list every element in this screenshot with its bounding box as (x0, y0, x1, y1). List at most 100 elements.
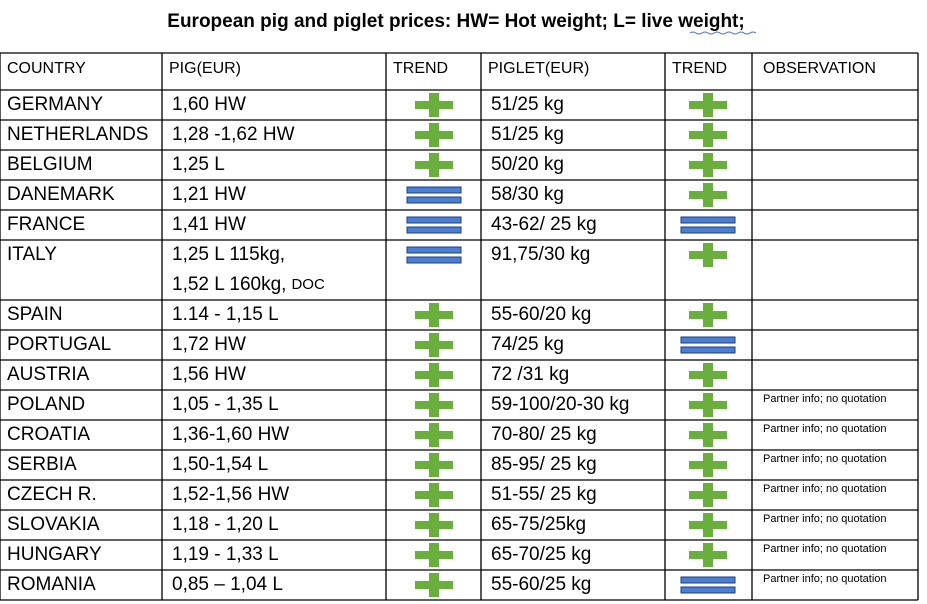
trend-up-icon (703, 453, 713, 477)
trend-equal-icon (406, 216, 462, 224)
pig-price-cell: 1,05 - 1,35 L (172, 394, 279, 415)
header-cell: OBSERVATION (763, 60, 876, 77)
trend-up-icon (429, 123, 439, 147)
trend-up-icon (703, 513, 713, 537)
trend-up-icon (703, 243, 713, 267)
pig-price-cell: 1,21 HW (172, 184, 246, 205)
trend-up-icon (429, 153, 439, 177)
piglet-price-cell: 85-95/ 25 kg (491, 454, 597, 475)
country-cell: CZECH R. (7, 484, 97, 505)
trend-equal-icon (680, 226, 736, 234)
country-cell: SLOVAKIA (7, 514, 100, 535)
trend-up-icon (429, 483, 439, 507)
pig-price-cell: 1,52 L 160kg, DOC (172, 274, 325, 295)
trend-equal-icon (406, 226, 462, 234)
trend-up-icon (703, 93, 713, 117)
trend-equal-icon (406, 256, 462, 264)
trend-up-icon (429, 423, 439, 447)
header-cell: COUNTRY (7, 60, 86, 77)
trend-up-icon (703, 393, 713, 417)
piglet-price-cell: 55-60/25 kg (491, 574, 591, 595)
pig-price-note: DOC (291, 276, 325, 293)
trend-up-icon (703, 423, 713, 447)
piglet-price-cell: 58/30 kg (491, 184, 564, 205)
piglet-price-cell: 59-100/20-30 kg (491, 394, 629, 415)
observation-cell: Partner info; no quotation (763, 393, 887, 405)
trend-up-icon (703, 303, 713, 327)
observation-cell: Partner info; no quotation (763, 423, 887, 435)
country-cell: CROATIA (7, 424, 90, 445)
country-cell: HUNGARY (7, 544, 102, 565)
trend-up-icon (429, 513, 439, 537)
observation-cell: Partner info; no quotation (763, 513, 887, 525)
trend-up-icon (429, 453, 439, 477)
piglet-price-cell: 51/25 kg (491, 124, 564, 145)
trend-equal-icon (680, 216, 736, 224)
trend-equal-icon (680, 576, 736, 584)
piglet-price-cell: 51-55/ 25 kg (491, 484, 597, 505)
trend-up-icon (703, 123, 713, 147)
piglet-price-cell: 72 /31 kg (491, 364, 569, 385)
country-cell: FRANCE (7, 214, 85, 235)
pig-price-cell: 1,25 L 115kg, (172, 244, 285, 265)
header-cell: TREND (393, 60, 448, 77)
country-cell: POLAND (7, 394, 85, 415)
trend-equal-icon (406, 246, 462, 254)
piglet-price-cell: 65-70/25 kg (491, 544, 591, 565)
observation-cell: Partner info; no quotation (763, 483, 887, 495)
country-cell: SPAIN (7, 304, 63, 325)
header-cell: TREND (672, 60, 727, 77)
piglet-price-cell: 91,75/30 kg (491, 244, 590, 265)
pig-price-cell: 1,56 HW (172, 364, 246, 385)
piglet-price-cell: 55-60/20 kg (491, 304, 591, 325)
trend-up-icon (703, 153, 713, 177)
trend-equal-icon (406, 186, 462, 194)
pig-price-cell: 1,41 HW (172, 214, 246, 235)
country-cell: NETHERLANDS (7, 124, 148, 145)
piglet-price-cell: 43-62/ 25 kg (491, 214, 597, 235)
piglet-price-cell: 70-80/ 25 kg (491, 424, 597, 445)
trend-equal-icon (680, 346, 736, 354)
pig-price-cell: 1,19 - 1,33 L (172, 544, 279, 565)
country-cell: PORTUGAL (7, 334, 111, 355)
country-cell: AUSTRIA (7, 364, 90, 385)
trend-up-icon (703, 543, 713, 567)
pig-price-cell: 1,28 -1,62 HW (172, 124, 295, 145)
trend-equal-icon (406, 196, 462, 204)
country-cell: BELGIUM (7, 154, 93, 175)
pig-price-cell: 1.14 - 1,15 L (172, 304, 279, 325)
country-cell: GERMANY (7, 94, 103, 115)
title: European pig and piglet prices: HW= Hot … (167, 11, 744, 32)
observation-cell: Partner info; no quotation (763, 453, 887, 465)
trend-up-icon (429, 393, 439, 417)
piglet-price-cell: 51/25 kg (491, 94, 564, 115)
pig-price-cell: 1,52-1,56 HW (172, 484, 289, 505)
pig-price-cell: 1,72 HW (172, 334, 246, 355)
trend-up-icon (429, 543, 439, 567)
pig-price-line: 1,52 L 160kg, (172, 274, 286, 295)
trend-up-icon (429, 93, 439, 117)
country-cell: SERBIA (7, 454, 77, 475)
trend-up-icon (429, 573, 439, 597)
pig-price-cell: 1,25 L (172, 154, 225, 175)
country-cell: ITALY (7, 244, 57, 265)
trend-up-icon (703, 363, 713, 387)
trend-up-icon (429, 363, 439, 387)
header-cell: PIG(EUR) (169, 60, 241, 77)
pig-price-cell: 1,18 - 1,20 L (172, 514, 279, 535)
trend-equal-icon (680, 336, 736, 344)
pig-price-cell: 0,85 – 1,04 L (172, 574, 283, 595)
piglet-price-cell: 74/25 kg (491, 334, 564, 355)
pig-price-cell: 1,60 HW (172, 94, 246, 115)
piglet-price-cell: 65-75/25kg (491, 514, 586, 535)
trend-up-icon (429, 333, 439, 357)
header-cell: PIGLET(EUR) (488, 60, 589, 77)
pig-price-cell: 1,36-1,60 HW (172, 424, 289, 445)
trend-up-icon (429, 303, 439, 327)
trend-equal-icon (680, 586, 736, 594)
observation-cell: Partner info; no quotation (763, 573, 887, 585)
country-cell: ROMANIA (7, 574, 96, 595)
trend-up-icon (703, 483, 713, 507)
trend-up-icon (703, 183, 713, 207)
